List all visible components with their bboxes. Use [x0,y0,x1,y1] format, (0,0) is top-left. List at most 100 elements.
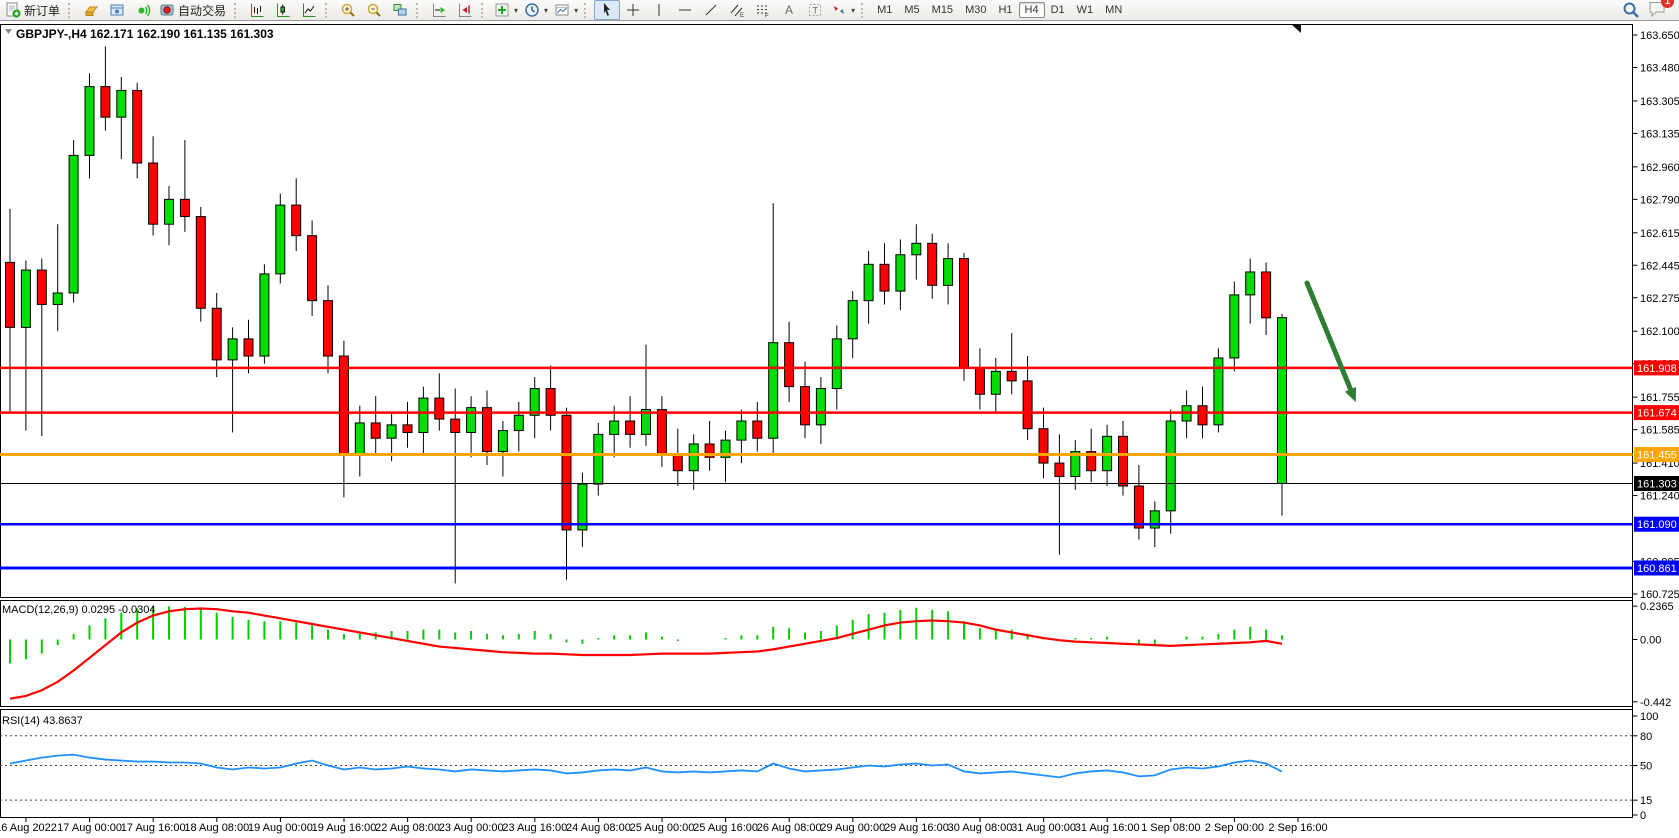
channel-icon: E [730,4,744,18]
vertical-line-icon [658,4,660,16]
cursor-button[interactable] [594,0,621,20]
toolbar-grip [861,2,868,18]
bar-chart-button[interactable] [244,0,270,20]
candle [1245,271,1256,296]
rsi-tick-label: 80 [1640,731,1652,743]
candle [68,154,79,294]
bid-price-label: 161.303 [1637,479,1677,491]
candle [1022,380,1033,430]
time-tick-label: 19 Aug 16:00 [312,822,377,834]
candle [513,414,524,432]
autotrading-button[interactable]: 自动交易 [156,0,231,20]
tab-timeframe-m5[interactable]: M5 [904,4,920,16]
tab-timeframe-m15[interactable]: M15 [931,4,954,16]
text-label-icon: T [809,4,822,16]
text-label-button[interactable]: T [802,0,828,20]
candle [577,483,588,531]
templates-button[interactable]: ▾ [551,0,581,20]
rsi-pane[interactable] [0,709,1633,818]
bar-chart-icon [251,3,264,17]
price-tick-label: 160.725 [1640,589,1679,601]
price-pane[interactable] [0,24,1633,598]
rsi-label: RSI(14) 43.8637 [2,715,83,727]
price-tick-label: 161.240 [1640,491,1679,503]
channel-button[interactable]: E [724,0,750,20]
candle [529,388,540,416]
indicators-button[interactable]: ▾ [491,0,521,20]
candle [847,300,858,340]
text-button[interactable]: A [776,0,802,20]
one-click-collapse-icon[interactable] [5,29,12,34]
market-watch-button[interactable] [78,0,104,20]
price-tick-label: 163.480 [1640,62,1679,74]
candle [5,261,15,328]
trend-arrow-head[interactable] [1344,387,1357,403]
chart-title: GBPJPY-,H4 162.171 162.190 161.135 161.3… [16,27,274,41]
candle [656,409,667,455]
zoom-out-button[interactable] [361,0,387,20]
trend-arrow[interactable] [1304,280,1355,396]
candle [831,338,842,390]
candle [625,420,636,435]
time-tick-label: 17 Aug 16:00 [121,822,186,834]
tab-timeframe-d1[interactable]: D1 [1050,4,1065,16]
periods-button[interactable]: ▾ [521,0,551,20]
chart-shift-icon [459,3,472,17]
chart-shift-button[interactable] [452,0,478,20]
signals-button[interactable] [130,0,156,20]
line-chart-icon [303,3,316,17]
arrows-button[interactable]: ▾ [828,0,858,20]
candle [1086,451,1097,472]
navigator-button[interactable] [104,0,130,20]
candle [990,370,1001,395]
crosshair-button[interactable] [620,0,646,20]
tab-timeframe-m1[interactable]: M1 [877,4,893,16]
price-tick-label: 163.135 [1640,128,1679,140]
vertical-line-button[interactable] [646,0,672,20]
time-tick-label: 30 Aug 08:00 [948,822,1013,834]
autotrading-label: 自动交易 [178,3,227,18]
time-tick-label: 16 Aug 2022 [0,822,57,834]
candle [497,430,508,453]
search-icon[interactable] [1622,1,1640,19]
toolbar-grip [481,2,488,18]
macd-pane[interactable] [0,600,1633,707]
macd-tick-label: -0.442 [1640,697,1671,709]
line-chart-button[interactable] [296,0,322,20]
trendline-icon [705,4,717,16]
fibonacci-button[interactable]: F [750,0,776,20]
price-level-label: 161.455 [1637,449,1677,461]
zoom-in-button[interactable] [335,0,361,20]
time-tick-label: 17 Aug 00:00 [57,822,122,834]
new-order-button[interactable]: 新订单 [2,0,65,20]
autotrading-icon [160,4,174,16]
time-tick-label: 23 Aug 00:00 [439,822,504,834]
tab-timeframe-w1[interactable]: W1 [1076,4,1094,16]
tab-timeframe-m30[interactable]: M30 [965,4,987,16]
chat-button[interactable]: 1 [1648,0,1674,20]
tab-timeframe-h1[interactable]: H1 [998,4,1013,16]
tab-timeframe-mn[interactable]: MN [1105,4,1123,16]
candle [815,388,826,426]
price-level-label-box [1634,516,1679,532]
candlestick-chart-button[interactable] [270,0,296,20]
candle [1038,428,1049,464]
candle [307,235,318,302]
tab-timeframe-h4[interactable]: H4 [1018,2,1045,18]
candle [752,420,763,439]
candle [450,418,461,433]
rsi-tick-label: 100 [1640,711,1658,723]
candle [386,424,397,439]
candle [959,258,969,369]
tile-windows-button[interactable] [387,0,413,20]
auto-scroll-button[interactable] [426,0,452,20]
trendline-button[interactable] [698,0,724,20]
rsi-line [9,753,1283,779]
horizontal-line-button[interactable] [672,0,698,20]
price-tick-label: 162.100 [1640,326,1679,338]
time-tick-label: 29 Aug 00:00 [820,822,885,834]
candle [259,273,270,357]
svg-text:A: A [785,3,793,17]
candle [609,420,620,435]
